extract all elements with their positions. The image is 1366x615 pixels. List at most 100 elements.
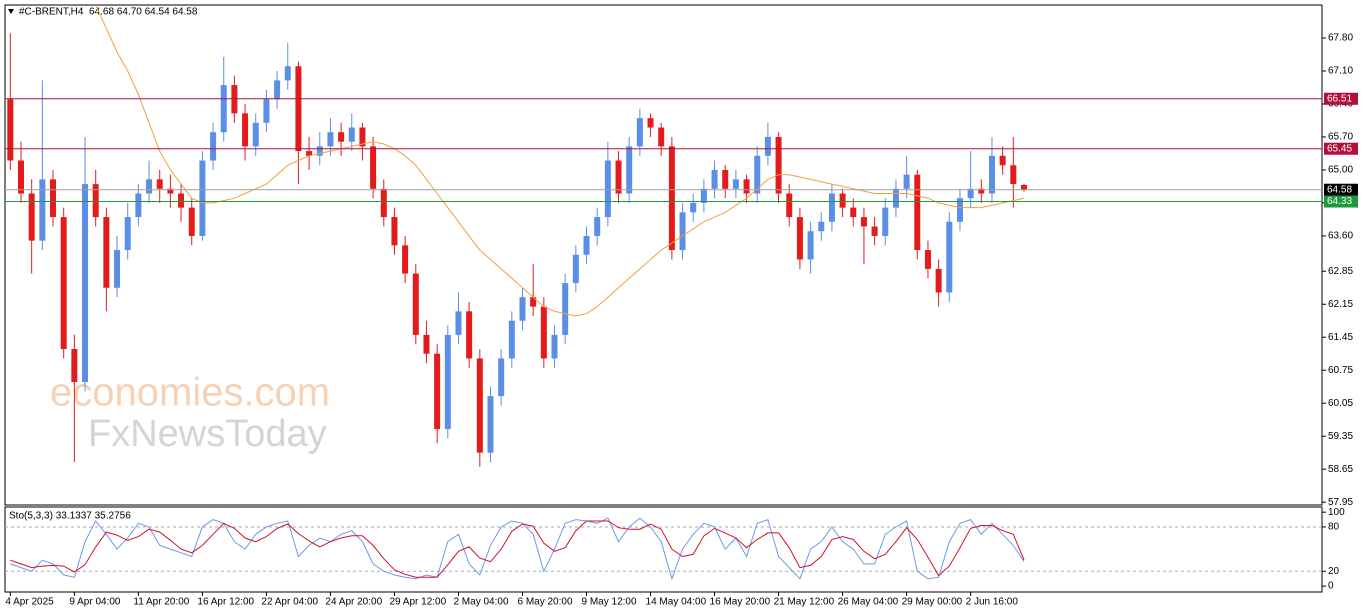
candle-body bbox=[540, 306, 547, 359]
x-tick-label: 6 May 20:00 bbox=[517, 597, 572, 608]
candle-body bbox=[956, 198, 963, 222]
x-tick-label: 2 May 04:00 bbox=[453, 597, 508, 608]
candle-body bbox=[1020, 185, 1027, 190]
candle-body bbox=[828, 193, 835, 222]
candle-body bbox=[636, 118, 643, 147]
sub-frame bbox=[4, 506, 1323, 593]
candle-body bbox=[135, 193, 142, 218]
x-tick-label: 16 May 20:00 bbox=[710, 597, 771, 608]
indicator-title: Sto(5,3,3) 33.1337 35.2756 bbox=[9, 511, 131, 522]
candle-body bbox=[242, 113, 249, 147]
candle-body bbox=[71, 349, 78, 383]
candle-body bbox=[359, 127, 366, 147]
moving-average bbox=[95, 4, 1025, 317]
x-tick-label: 29 May 00:00 bbox=[902, 597, 963, 608]
candle-body bbox=[423, 334, 430, 354]
level-label: 65.45 bbox=[1327, 143, 1352, 154]
candle-body bbox=[18, 160, 25, 194]
candle-body bbox=[1010, 165, 1017, 185]
x-tick-label: 22 Apr 04:00 bbox=[261, 597, 318, 608]
y-tick-label: 61.45 bbox=[1328, 332, 1353, 343]
y-tick-label: 0 bbox=[1328, 581, 1334, 592]
candle-body bbox=[316, 146, 323, 156]
candle-body bbox=[946, 221, 953, 293]
x-tick-label: 9 Apr 04:00 bbox=[69, 597, 121, 608]
candle-body bbox=[796, 217, 803, 260]
candle-body bbox=[103, 217, 110, 288]
candle-body bbox=[615, 160, 622, 194]
candle-body bbox=[455, 311, 462, 335]
candle-body bbox=[658, 127, 665, 147]
candle-body bbox=[903, 174, 910, 189]
level-tag bbox=[1324, 195, 1358, 208]
candle-body bbox=[519, 297, 526, 321]
candle-body bbox=[935, 268, 942, 293]
candle-body bbox=[263, 99, 270, 123]
candle-body bbox=[498, 358, 505, 397]
candle-body bbox=[764, 136, 771, 156]
candle-body bbox=[604, 160, 611, 218]
candle-body bbox=[167, 188, 174, 194]
candle-body bbox=[252, 122, 259, 147]
candle-body bbox=[807, 231, 814, 260]
candle-body bbox=[412, 273, 419, 335]
candle-body bbox=[732, 179, 739, 189]
y-tick-label: 65.00 bbox=[1328, 165, 1353, 176]
candle-body bbox=[210, 132, 217, 161]
candle-body bbox=[487, 396, 494, 453]
candle-body bbox=[562, 283, 569, 335]
candle-body bbox=[711, 169, 718, 189]
candle-body bbox=[988, 155, 995, 194]
candle-body bbox=[380, 188, 387, 218]
candle-body bbox=[924, 250, 931, 269]
candle-body bbox=[7, 99, 14, 161]
y-tick-label: 58.65 bbox=[1328, 464, 1353, 475]
candle-body bbox=[882, 207, 889, 236]
candle-body bbox=[114, 250, 121, 288]
candle-body bbox=[188, 207, 195, 236]
x-tick-label: 16 Apr 12:00 bbox=[197, 597, 254, 608]
y-tick-label: 80 bbox=[1328, 522, 1340, 533]
candle-body bbox=[50, 179, 57, 218]
level-tag bbox=[1324, 183, 1358, 196]
candle-body bbox=[594, 217, 601, 236]
candle-body bbox=[871, 226, 878, 236]
candle-body bbox=[466, 311, 473, 359]
y-tick-label: 67.80 bbox=[1328, 33, 1353, 44]
candle-body bbox=[434, 353, 441, 430]
candle-body bbox=[999, 155, 1006, 166]
x-tick-label: 4 Apr 2025 bbox=[5, 597, 54, 608]
x-tick-label: 2 Jun 16:00 bbox=[966, 597, 1019, 608]
y-tick-label: 100 bbox=[1328, 507, 1345, 518]
y-tick-label: 57.95 bbox=[1328, 497, 1353, 508]
candle-body bbox=[668, 146, 675, 251]
candle-body bbox=[220, 85, 227, 133]
level-tag bbox=[1324, 142, 1358, 155]
candle-body bbox=[199, 160, 206, 236]
x-tick-label: 11 Apr 20:00 bbox=[133, 597, 189, 608]
candle-body bbox=[775, 136, 782, 194]
stochastic-line bbox=[10, 520, 1025, 578]
candle-body bbox=[124, 217, 131, 251]
candle-body bbox=[391, 217, 398, 246]
candle-body bbox=[338, 132, 345, 142]
level-label: 66.51 bbox=[1327, 93, 1352, 104]
candle-body bbox=[818, 221, 825, 232]
candle-body bbox=[178, 193, 185, 208]
candle-body bbox=[92, 184, 99, 218]
candle-body bbox=[327, 132, 334, 147]
candle-body bbox=[28, 193, 35, 241]
candle-body bbox=[551, 334, 558, 359]
candle-body bbox=[743, 179, 750, 194]
candle-body bbox=[60, 217, 67, 350]
candle-body bbox=[978, 188, 985, 194]
candle-body bbox=[444, 334, 451, 430]
chart-title: #C-BRENT,H4 bbox=[19, 7, 84, 18]
candle-body bbox=[402, 245, 409, 274]
y-tick-label: 60.05 bbox=[1328, 398, 1353, 409]
candle-body bbox=[146, 179, 153, 194]
y-tick-label: 59.35 bbox=[1328, 431, 1353, 442]
x-tick-label: 9 May 12:00 bbox=[582, 597, 637, 608]
